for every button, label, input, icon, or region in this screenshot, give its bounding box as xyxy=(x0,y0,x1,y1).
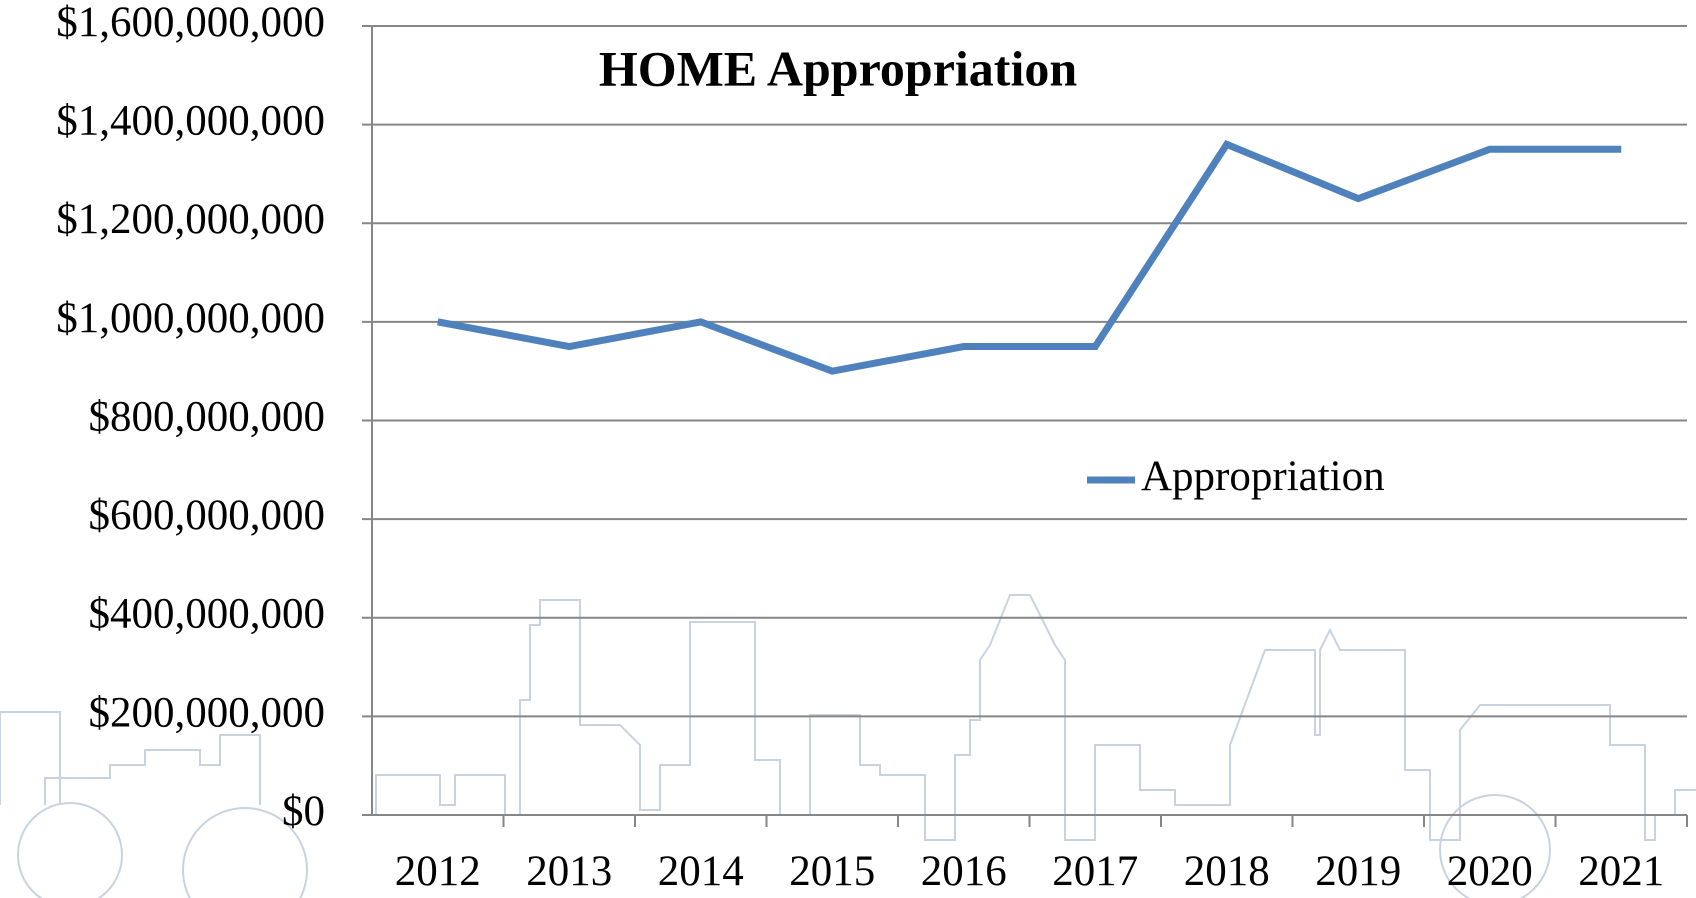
y-tick-label: $600,000,000 xyxy=(89,492,326,539)
chart: HOME Appropriation $0 $200,000,000 $400,00… xyxy=(0,0,1696,898)
x-tick-label: 2012 xyxy=(395,848,481,895)
chart-title: HOME Appropriation xyxy=(599,40,1078,96)
y-tick-label: $1,400,000,000 xyxy=(56,98,325,145)
x-tick-label: 2014 xyxy=(658,848,744,895)
y-tick-label: $1,200,000,000 xyxy=(56,196,325,243)
x-tick-label: 2017 xyxy=(1052,848,1138,895)
y-tick-label: $800,000,000 xyxy=(89,393,326,440)
legend-label: Appropriation xyxy=(1141,453,1385,500)
y-tick-label: $1,600,000,000 xyxy=(56,0,325,46)
page: HOME Appropriation $0 $200,000,000 $400,00… xyxy=(0,0,1696,898)
x-tick-label: 2019 xyxy=(1315,848,1401,895)
x-tick-label: 2018 xyxy=(1184,848,1270,895)
x-tick-label: 2021 xyxy=(1578,848,1664,895)
x-tick-label: 2015 xyxy=(789,848,875,895)
x-tick-label: 2016 xyxy=(921,848,1007,895)
data-line xyxy=(438,144,1622,371)
x-tick-label: 2013 xyxy=(526,848,612,895)
y-tick-label: $400,000,000 xyxy=(89,591,326,638)
y-tick-label: $0 xyxy=(282,788,325,835)
y-tick-label: $1,000,000,000 xyxy=(56,295,325,342)
x-tick-label: 2020 xyxy=(1447,848,1533,895)
y-tick-label: $200,000,000 xyxy=(89,689,326,736)
